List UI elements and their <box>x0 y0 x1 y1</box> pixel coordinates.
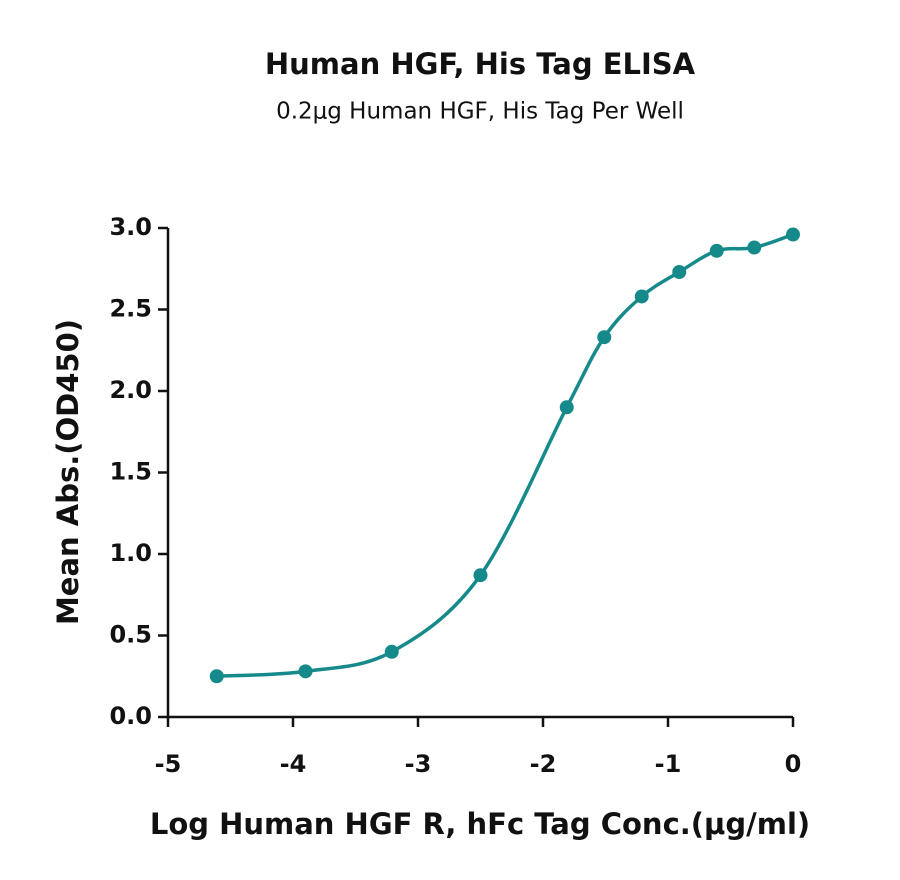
y-tick-label: 0.5 <box>109 621 152 649</box>
data-point <box>298 664 313 679</box>
data-point <box>747 240 762 255</box>
x-tick-label: -4 <box>280 750 307 778</box>
fit-line <box>216 232 794 678</box>
data-point <box>634 289 649 304</box>
x-tick-label: -5 <box>155 750 182 778</box>
y-axis-title: Mean Abs.(OD450) <box>51 319 85 625</box>
x-tick-label: -2 <box>530 750 557 778</box>
data-point <box>597 330 612 345</box>
data-point <box>384 644 399 659</box>
y-tick-label: 2.5 <box>109 295 152 323</box>
x-tick-label: -1 <box>655 750 682 778</box>
y-tick-label: 2.0 <box>109 376 152 404</box>
data-point <box>559 400 574 415</box>
chart-title: Human HGF, His Tag ELISA <box>265 47 696 81</box>
x-axis-title: Log Human HGF R, hFc Tag Conc.(μg/ml) <box>150 807 810 841</box>
data-point <box>209 669 224 684</box>
x-tick-label: 0 <box>785 750 802 778</box>
data-point <box>672 265 687 280</box>
y-tick-label: 3.0 <box>109 213 152 241</box>
x-tick-label: -3 <box>405 750 432 778</box>
data-point <box>709 243 724 258</box>
y-tick-label: 1.0 <box>109 539 152 567</box>
y-tick-label: 1.5 <box>109 458 152 486</box>
y-tick-label: 0.0 <box>109 702 152 730</box>
data-point <box>786 227 800 242</box>
data-point <box>473 568 488 583</box>
chart-subtitle: 0.2μg Human HGF, His Tag Per Well <box>276 99 684 125</box>
